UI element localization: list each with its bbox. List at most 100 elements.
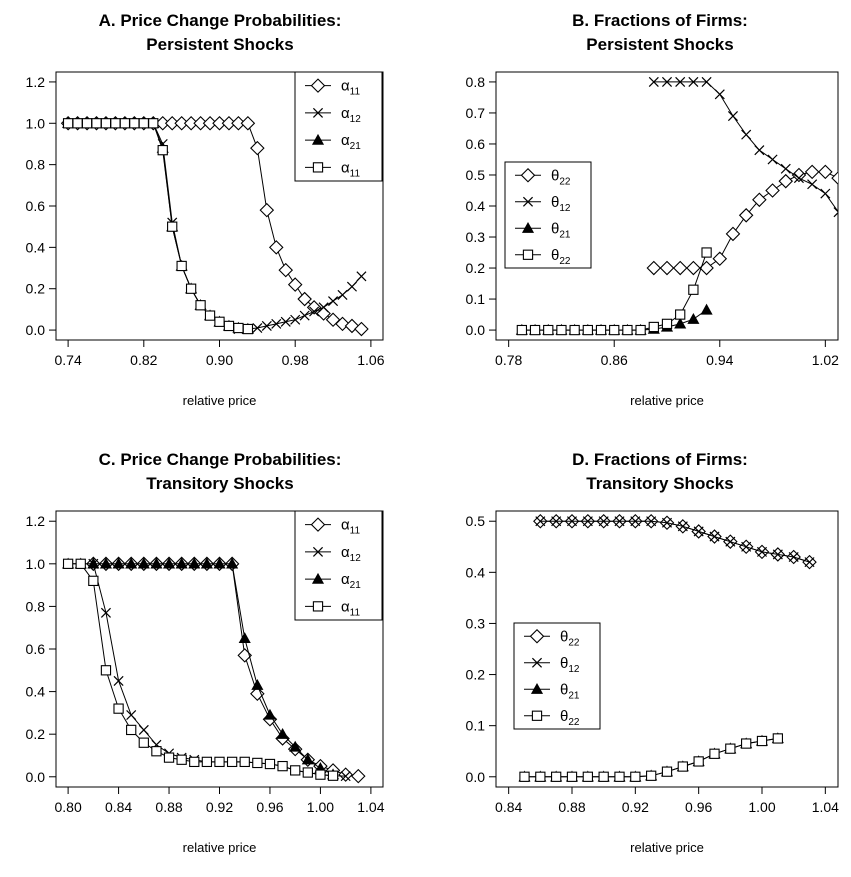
data-point xyxy=(677,761,688,772)
data-point xyxy=(201,756,213,768)
data-point xyxy=(189,756,200,768)
data-point xyxy=(337,289,348,300)
x-tick-label: 0.80 xyxy=(54,799,81,815)
x-tick-label: 1.00 xyxy=(307,799,334,815)
panel-c-title-line-2: Transitory Shocks xyxy=(146,474,293,493)
legend-label: θ12 xyxy=(560,655,580,675)
legend: α11 α12 α21 α11 xyxy=(294,71,383,182)
data-point xyxy=(328,296,339,307)
data-point xyxy=(661,766,673,777)
legend: θ22 θ12 θ21 θ22 xyxy=(504,161,592,269)
data-point xyxy=(756,546,768,557)
data-point xyxy=(100,665,112,676)
x-tick-label: 0.84 xyxy=(105,799,132,815)
data-point xyxy=(675,309,686,320)
data-point xyxy=(725,536,736,547)
data-point xyxy=(701,247,712,258)
data-point xyxy=(646,770,657,781)
data-point xyxy=(701,76,712,87)
data-point xyxy=(659,260,675,276)
panel-a: A. Price Change Probabilities: Persistent… xyxy=(26,11,385,408)
data-point xyxy=(290,314,301,325)
data-point xyxy=(138,118,149,129)
data-point xyxy=(338,767,353,782)
data-point xyxy=(566,516,578,527)
data-point xyxy=(793,173,804,184)
x-tick-label: 0.94 xyxy=(706,352,733,368)
data-point xyxy=(804,557,815,568)
data-point xyxy=(289,740,302,752)
y-tick-label: 0.3 xyxy=(466,229,486,245)
data-point xyxy=(195,300,206,311)
data-point xyxy=(709,748,720,759)
data-point xyxy=(727,111,738,122)
panel-b: B. Fractions of Firms: Persistent Shocks 0… xyxy=(466,11,840,408)
data-point xyxy=(340,771,351,782)
data-point xyxy=(725,743,736,754)
data-point xyxy=(223,320,235,332)
data-point xyxy=(551,771,562,782)
data-point xyxy=(598,771,609,782)
legend-label: θ12 xyxy=(551,194,571,214)
data-point xyxy=(693,756,704,767)
legend-label: θ22 xyxy=(551,167,571,187)
data-point xyxy=(129,118,140,129)
data-point xyxy=(81,118,93,129)
data-point xyxy=(62,118,74,129)
data-point xyxy=(335,316,350,332)
data-point xyxy=(271,318,282,329)
legend: α11 α12 α21 α11 xyxy=(294,510,383,621)
x-tick-label: 0.84 xyxy=(495,799,522,815)
data-point xyxy=(157,145,168,156)
legend-marker-square xyxy=(522,249,534,260)
data-point xyxy=(675,76,686,87)
data-point xyxy=(582,324,593,336)
data-point xyxy=(646,260,662,276)
y-tick-label: 1.0 xyxy=(26,115,46,131)
data-point xyxy=(648,76,659,87)
data-point xyxy=(240,116,256,131)
data-point xyxy=(176,260,187,272)
series-diamond xyxy=(646,164,838,276)
data-point xyxy=(535,516,546,527)
x-tick-label: 0.78 xyxy=(495,352,522,368)
legend-box xyxy=(504,161,592,269)
x-tick-label: 0.74 xyxy=(54,352,81,368)
legend-marker-square xyxy=(312,162,324,173)
data-point xyxy=(672,260,688,276)
legend-label: α12 xyxy=(341,544,361,564)
data-point xyxy=(754,145,765,156)
data-point xyxy=(214,756,225,768)
data-point xyxy=(714,89,725,100)
data-point xyxy=(687,312,700,324)
x-tick-label: 0.86 xyxy=(601,352,628,368)
data-point xyxy=(648,321,659,333)
data-point xyxy=(126,724,137,736)
data-point xyxy=(233,322,244,334)
data-point xyxy=(327,770,339,781)
data-point xyxy=(297,291,312,307)
data-point xyxy=(259,202,275,218)
data-point xyxy=(315,769,326,780)
data-point xyxy=(231,116,246,131)
data-point xyxy=(202,116,218,131)
x-tick-label: 0.88 xyxy=(558,799,585,815)
data-point xyxy=(677,521,688,532)
data-point xyxy=(277,760,288,772)
data-point xyxy=(833,207,838,218)
data-point xyxy=(226,756,238,768)
panel-c-title-line-1: C. Price Change Probabilities: xyxy=(99,450,342,469)
y-tick-label: 0.2 xyxy=(466,260,486,276)
data-point xyxy=(346,281,357,292)
legend-label: θ22 xyxy=(551,247,571,267)
data-point xyxy=(356,271,367,282)
x-tick-label: 0.88 xyxy=(155,799,182,815)
data-point xyxy=(807,179,818,190)
data-point xyxy=(75,558,86,569)
panel-d-title-line-1: D. Fractions of Firms: xyxy=(572,450,748,469)
data-point xyxy=(113,703,124,714)
x-tick-label: 1.02 xyxy=(812,352,839,368)
data-point xyxy=(138,724,149,735)
data-point xyxy=(200,557,213,569)
data-point xyxy=(91,118,102,129)
